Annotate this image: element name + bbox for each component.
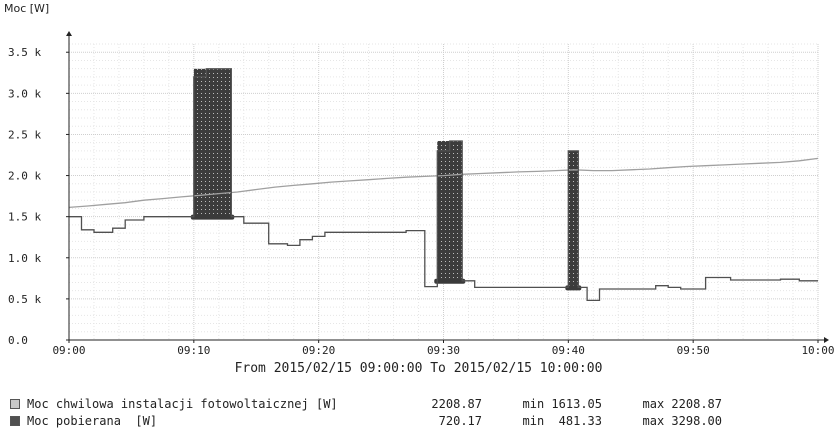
legend-label-consumption: Moc pobierana [W] (27, 413, 158, 428)
x-tick-label: 09:20 (302, 344, 335, 357)
legend: Moc chwilowa instalacji fotowoltaicznej … (10, 395, 722, 429)
x-tick-label: 09:10 (177, 344, 210, 357)
spike-block-0 (193, 68, 232, 217)
legend-swatch-pv (10, 398, 20, 409)
spike-base-1 (434, 278, 466, 284)
spike-block-1 (437, 141, 463, 281)
legend-swatch-consumption (10, 415, 20, 426)
legend-row-consumption: Moc pobierana [W] 720.17 min 481.33 max … (10, 412, 722, 429)
legend-min-consumption: min 481.33 (522, 413, 602, 428)
legend-min-pv: min 1613.05 (522, 396, 602, 411)
y-tick-label: 3.5 k (8, 46, 41, 59)
legend-row-pv: Moc chwilowa instalacji fotowoltaicznej … (10, 395, 722, 412)
legend-max-pv: max 2208.87 (642, 396, 722, 411)
legend-label-pv: Moc chwilowa instalacji fotowoltaicznej … (27, 396, 338, 411)
x-tick-label: 10:00 (801, 344, 834, 357)
spike-block-2 (568, 150, 579, 288)
x-tick-label: 09:30 (427, 344, 460, 357)
time-range-caption: From 2015/02/15 09:00:00 To 2015/02/15 1… (234, 361, 603, 376)
y-axis-arrow (66, 31, 72, 36)
x-tick-label: 09:00 (52, 344, 85, 357)
y-tick-label: 2.5 k (8, 128, 41, 141)
x-axis-arrow (824, 337, 829, 343)
y-tick-label: 0.0 (8, 334, 28, 347)
y-tick-label: 3.0 k (8, 87, 41, 100)
y-tick-label: 1.0 k (8, 252, 41, 265)
legend-max-consumption: max 3298.00 (642, 413, 722, 428)
x-tick-label: 09:40 (552, 344, 585, 357)
spike-base-2 (565, 285, 582, 291)
spike-base-0 (190, 214, 235, 220)
x-tick-label: 09:50 (677, 344, 710, 357)
y-tick-label: 1.5 k (8, 211, 41, 224)
series-line-1 (69, 68, 818, 302)
legend-current-pv: 2208.87 (431, 396, 482, 411)
y-tick-label: 2.0 k (8, 170, 41, 183)
y-tick-label: 0.5 k (8, 293, 41, 306)
legend-current-consumption: 720.17 (438, 413, 482, 428)
y-axis-label: Moc [W] (4, 2, 50, 15)
